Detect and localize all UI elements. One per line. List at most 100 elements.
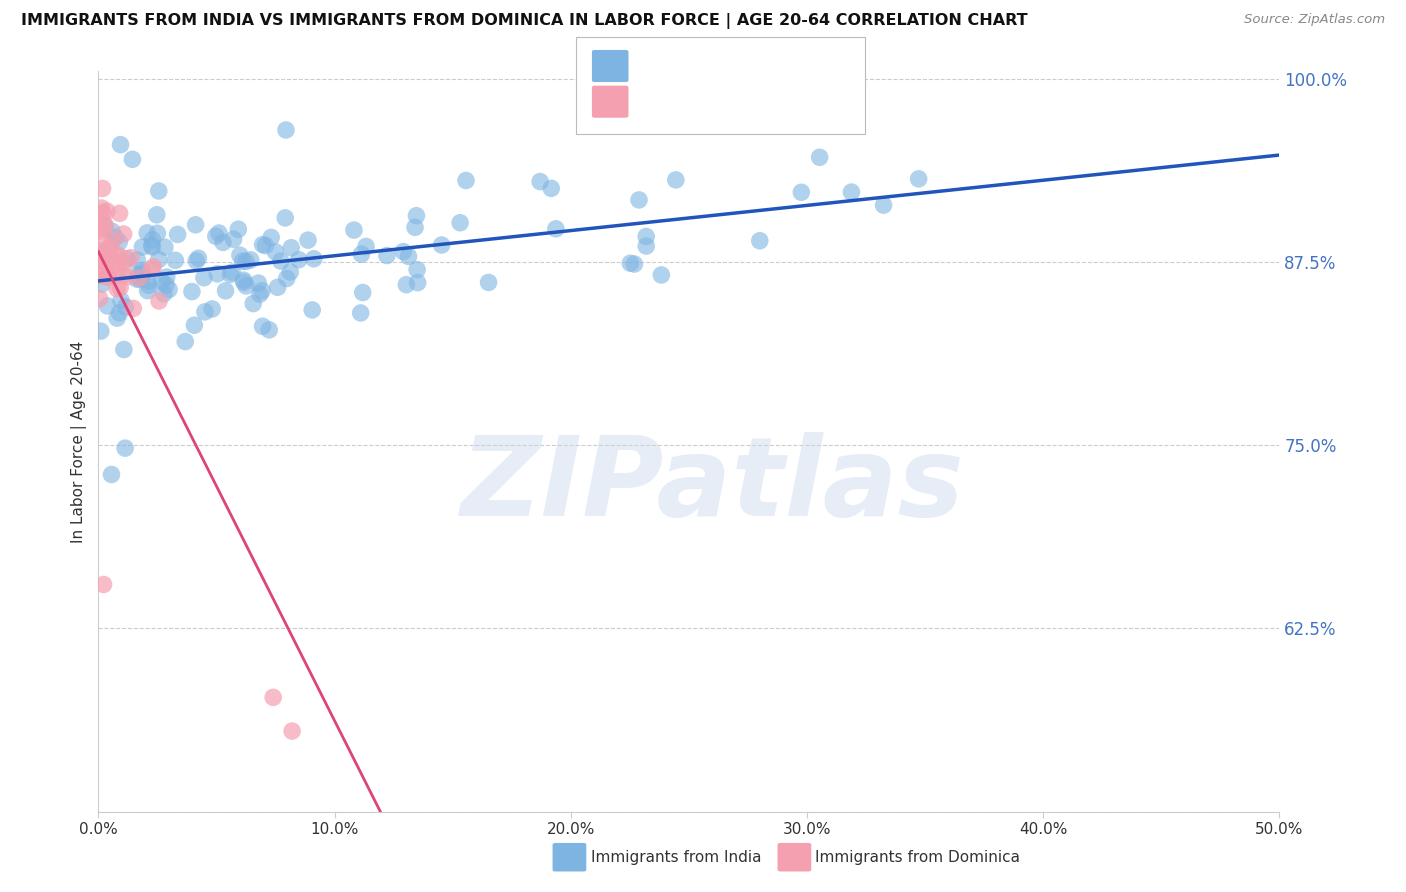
Point [235, 254, 257, 268]
Point [138, 278, 160, 293]
Point [141, 240, 163, 254]
Point [120, 251, 142, 265]
Point [232, 276, 254, 290]
Point [89, 220, 111, 235]
Point [90, 244, 112, 258]
Point [90, 201, 112, 215]
Point [93, 577, 115, 591]
Point [302, 252, 325, 266]
Point [239, 252, 262, 267]
Point [91, 254, 114, 268]
Text: R =: R = [637, 58, 673, 76]
Point [352, 285, 374, 300]
Point [201, 301, 224, 316]
Point [136, 226, 159, 240]
Point [108, 306, 131, 320]
Point [90, 252, 112, 267]
Point [94, 249, 117, 263]
Point [748, 234, 770, 248]
Point [122, 301, 145, 316]
Point [636, 229, 658, 244]
Point [141, 238, 163, 252]
Point [207, 267, 229, 281]
Point [94, 219, 117, 233]
Point [404, 220, 426, 235]
Point [91, 181, 114, 195]
Text: IMMIGRANTS FROM INDIA VS IMMIGRANTS FROM DOMINICA IN LABOR FORCE | AGE 20-64 COR: IMMIGRANTS FROM INDIA VS IMMIGRANTS FROM… [21, 13, 1028, 29]
Point [623, 257, 645, 271]
Point [98, 240, 121, 254]
Point [204, 229, 226, 244]
Point [96, 299, 118, 313]
Point [105, 263, 128, 277]
Point [636, 239, 658, 253]
Point [406, 276, 429, 290]
Point [105, 311, 128, 326]
Point [270, 254, 292, 268]
Point [405, 209, 427, 223]
Point [125, 272, 148, 286]
Point [101, 234, 124, 248]
Point [136, 284, 159, 298]
Point [90, 324, 112, 338]
Point [89, 292, 111, 306]
Point [148, 184, 170, 198]
Point [148, 252, 170, 267]
Point [89, 221, 111, 235]
Point [219, 268, 242, 282]
Point [544, 221, 567, 235]
Point [91, 205, 114, 219]
Text: 45: 45 [780, 94, 806, 112]
Point [166, 227, 188, 242]
Point [790, 186, 813, 200]
Point [141, 233, 163, 247]
Point [665, 173, 688, 187]
Point [841, 185, 863, 199]
Point [627, 193, 650, 207]
Point [93, 219, 115, 234]
Point [257, 323, 280, 337]
Point [229, 248, 252, 262]
Point [350, 247, 373, 261]
Point [260, 230, 283, 244]
Point [110, 137, 132, 152]
Point [183, 318, 205, 333]
Point [186, 253, 208, 268]
Point [174, 334, 197, 349]
Text: 124: 124 [780, 58, 818, 76]
Point [131, 240, 153, 254]
Point [872, 198, 894, 212]
Point [454, 173, 477, 187]
Point [242, 296, 264, 310]
Point [274, 123, 297, 137]
Point [117, 269, 139, 284]
Point [150, 274, 173, 288]
Text: -0.177: -0.177 [679, 94, 744, 112]
Point [93, 216, 115, 230]
Point [232, 254, 254, 268]
Point [232, 273, 254, 287]
Point [262, 690, 284, 705]
Point [127, 268, 149, 282]
Point [108, 235, 131, 249]
Point [214, 284, 236, 298]
Point [297, 233, 319, 247]
Point [96, 204, 118, 219]
Point [808, 150, 831, 164]
Point [276, 271, 298, 285]
Point [477, 276, 499, 290]
Point [540, 181, 562, 195]
Point [153, 286, 176, 301]
Point [406, 262, 429, 277]
Point [131, 267, 153, 281]
Point [93, 245, 115, 260]
Point [142, 260, 165, 274]
Point [89, 224, 111, 238]
Point [155, 277, 177, 292]
Point [103, 252, 125, 267]
Point [226, 222, 249, 236]
Point [101, 224, 124, 238]
Point [108, 280, 131, 294]
Point [115, 252, 138, 266]
Point [235, 279, 257, 293]
